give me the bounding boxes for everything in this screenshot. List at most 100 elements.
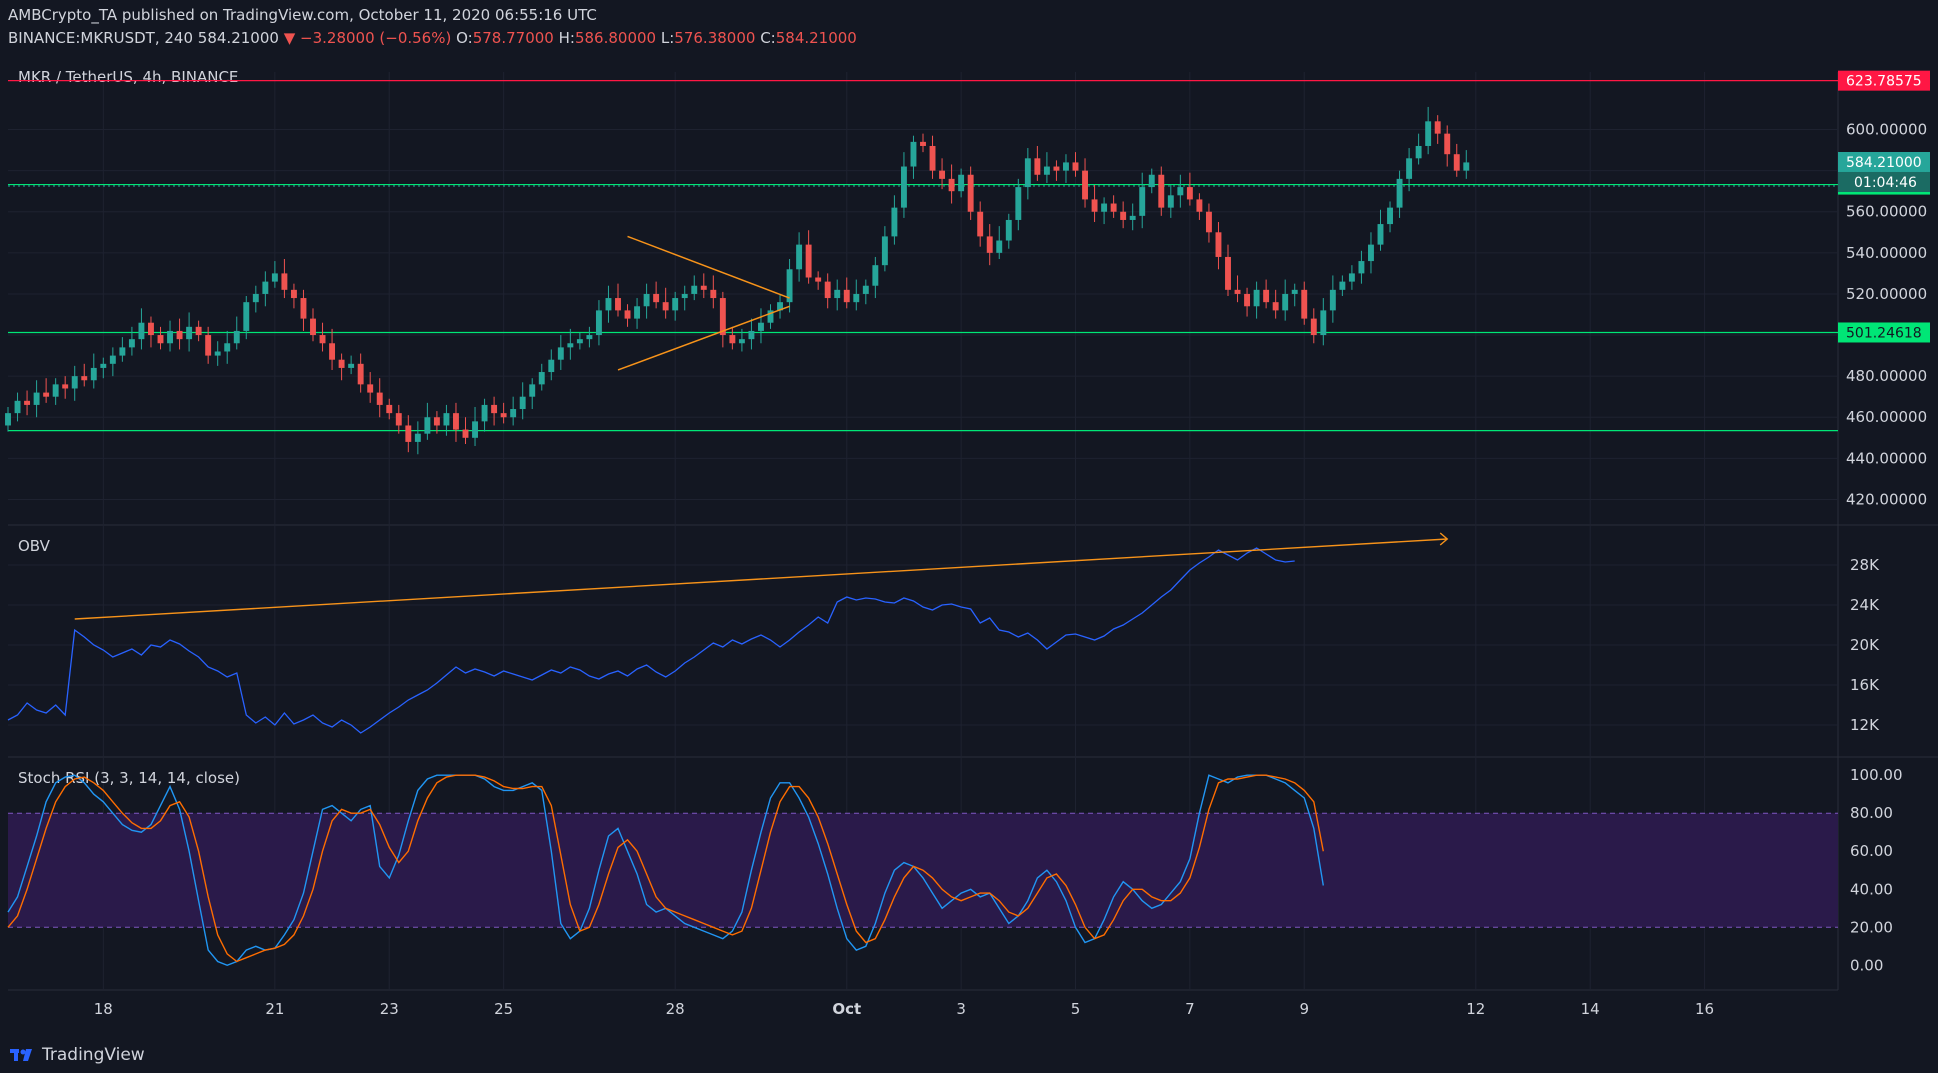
candle bbox=[214, 351, 221, 356]
candle bbox=[1406, 158, 1413, 179]
candle bbox=[348, 363, 355, 368]
y-tick-label: 28K bbox=[1850, 556, 1880, 574]
candle bbox=[815, 277, 822, 282]
y-tick-label: 20.00 bbox=[1850, 918, 1893, 936]
candle bbox=[576, 339, 583, 344]
x-tick-label: 18 bbox=[94, 1000, 113, 1018]
candle bbox=[643, 293, 650, 307]
candle bbox=[748, 330, 755, 340]
candle bbox=[1034, 158, 1041, 175]
candle bbox=[595, 310, 602, 336]
open-value: 578.77000 bbox=[472, 29, 554, 47]
candle bbox=[1063, 162, 1069, 171]
candle bbox=[1444, 133, 1451, 155]
candle bbox=[967, 174, 974, 212]
low-value: 576.38000 bbox=[674, 29, 756, 47]
candle bbox=[948, 178, 955, 192]
tradingview-logo-icon bbox=[10, 1049, 32, 1061]
candle bbox=[653, 293, 660, 303]
candle bbox=[1282, 293, 1289, 311]
candle bbox=[252, 293, 259, 303]
symbol-label: BINANCE:MKRUSDT, 240 bbox=[8, 29, 194, 47]
candle bbox=[243, 302, 250, 331]
candle bbox=[386, 404, 393, 414]
y-tick-label: 60.00 bbox=[1850, 842, 1893, 860]
candle bbox=[615, 298, 621, 311]
x-tick-label: 23 bbox=[380, 1000, 399, 1018]
candle bbox=[1196, 199, 1203, 212]
candle bbox=[329, 343, 336, 360]
candle bbox=[319, 335, 326, 344]
candle bbox=[71, 376, 78, 389]
last-price: 584.21000 bbox=[197, 29, 279, 47]
candle bbox=[310, 318, 316, 336]
stoch-d-line bbox=[7, 774, 1324, 963]
brand[interactable]: TradingView bbox=[10, 1045, 145, 1065]
candle bbox=[662, 302, 669, 311]
candle bbox=[271, 273, 278, 282]
candle bbox=[300, 298, 307, 319]
candle bbox=[33, 392, 40, 405]
obv-trendline bbox=[74, 538, 1448, 620]
x-tick-label: 28 bbox=[666, 1000, 685, 1018]
obv-line bbox=[7, 547, 1295, 734]
candle bbox=[224, 343, 231, 352]
candle bbox=[872, 265, 879, 286]
candle bbox=[376, 392, 383, 405]
y-tick-label: 520.00000 bbox=[1846, 285, 1927, 303]
candle bbox=[81, 376, 88, 381]
open-label: O: bbox=[456, 29, 473, 47]
ohlc-line: BINANCE:MKRUSDT, 240 584.21000 ▼ −3.2800… bbox=[8, 29, 857, 47]
candle bbox=[853, 293, 860, 303]
y-tick-label: 600.00000 bbox=[1846, 121, 1927, 139]
y-tick-label: 440.00000 bbox=[1846, 449, 1927, 467]
candle bbox=[805, 244, 812, 278]
candle bbox=[1434, 121, 1441, 134]
candle bbox=[128, 339, 135, 348]
candle bbox=[281, 273, 288, 290]
y-tick-label: 40.00 bbox=[1850, 880, 1893, 898]
candle bbox=[1244, 293, 1251, 307]
candle bbox=[1072, 162, 1079, 171]
candle bbox=[491, 404, 498, 414]
candle bbox=[290, 289, 297, 299]
candle bbox=[681, 293, 688, 299]
candle bbox=[1377, 224, 1384, 245]
candle bbox=[1301, 289, 1308, 319]
change-value: −3.28000 (−0.56%) bbox=[300, 29, 452, 47]
y-tick-label: 0.00 bbox=[1850, 956, 1883, 974]
candle bbox=[1387, 207, 1393, 225]
candle bbox=[1101, 203, 1108, 212]
candle bbox=[1005, 219, 1012, 241]
y-tick-label: 24K bbox=[1850, 596, 1880, 614]
countdown-label: 01:04:46 bbox=[1854, 175, 1917, 191]
candle bbox=[500, 413, 507, 418]
candle bbox=[205, 335, 212, 356]
candle bbox=[405, 425, 412, 442]
candle bbox=[1043, 166, 1050, 175]
candle bbox=[567, 343, 574, 348]
candle bbox=[1139, 187, 1146, 216]
candle bbox=[891, 207, 898, 237]
candle bbox=[119, 347, 126, 356]
candle bbox=[1053, 166, 1060, 171]
candle bbox=[729, 335, 736, 344]
obv-title: OBV bbox=[18, 537, 51, 555]
candle bbox=[424, 417, 431, 434]
candle bbox=[90, 367, 97, 381]
candle bbox=[443, 413, 450, 426]
triangle-upper-line bbox=[627, 235, 790, 299]
candle bbox=[1234, 289, 1241, 294]
candle bbox=[1415, 145, 1422, 159]
candle bbox=[939, 170, 946, 179]
candle bbox=[1425, 121, 1432, 146]
y-tick-label: 100.00 bbox=[1850, 766, 1903, 784]
x-tick-label: 14 bbox=[1581, 1000, 1600, 1018]
candle bbox=[624, 310, 631, 319]
candle bbox=[719, 298, 726, 336]
candle bbox=[157, 335, 164, 344]
candle bbox=[1358, 261, 1365, 274]
candle bbox=[548, 359, 555, 373]
candle bbox=[1120, 211, 1127, 220]
